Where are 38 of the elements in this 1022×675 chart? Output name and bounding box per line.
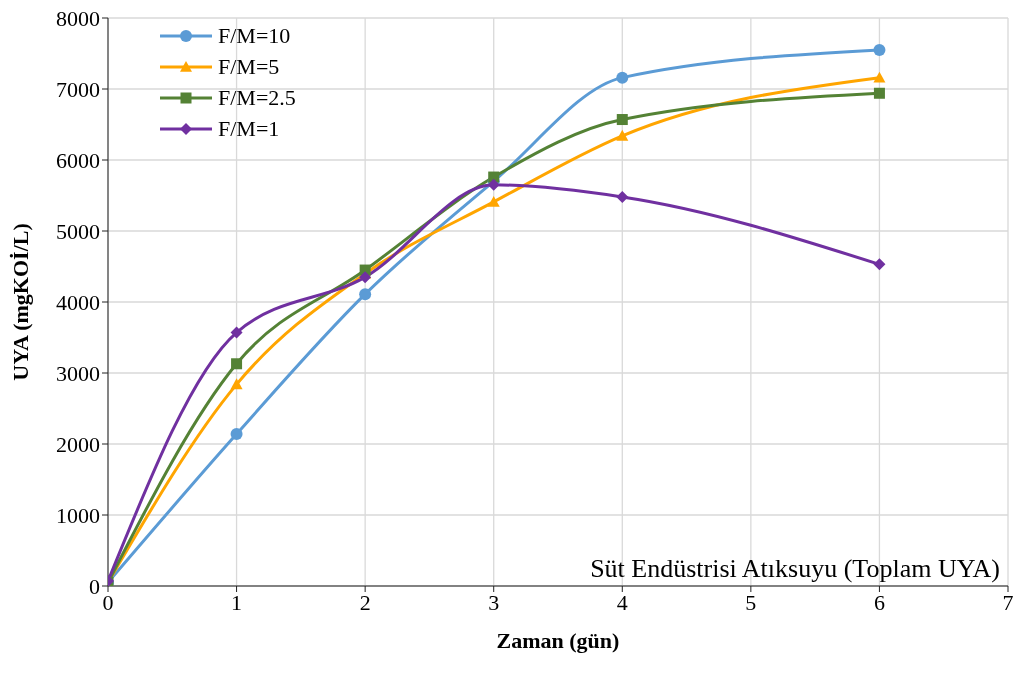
- y-tick-label: 7000: [56, 76, 100, 102]
- point: [616, 129, 629, 141]
- y-tick-label: 1000: [56, 502, 100, 528]
- point: [359, 288, 372, 301]
- y-tick-label: 2000: [56, 431, 100, 457]
- legend-label: F/M=10: [218, 22, 291, 49]
- y-tick-label: 6000: [56, 147, 100, 173]
- y-tick-label: 5000: [56, 218, 100, 244]
- y-tick-label: 8000: [56, 5, 100, 31]
- x-axis-title: Zaman (gün): [496, 628, 620, 653]
- annotation: Süt Endüstrisi Atıksuyu (Toplam UYA): [590, 554, 1000, 584]
- x-tick-label: 1: [231, 589, 243, 615]
- legend-label: F/M=5: [218, 53, 280, 80]
- x-tick-label: 7: [1002, 589, 1014, 615]
- x-tick-label: 2: [359, 589, 371, 615]
- point: [873, 87, 885, 99]
- y-axis-title: UYA (mgKOİ/L): [7, 223, 33, 381]
- point: [616, 114, 628, 126]
- point: [873, 71, 886, 83]
- point: [487, 195, 500, 207]
- x-tick-label: 3: [488, 589, 500, 615]
- y-tick-label: 4000: [56, 289, 100, 315]
- point: [873, 258, 886, 271]
- point: [230, 428, 243, 441]
- point: [359, 271, 372, 284]
- point: [231, 358, 243, 370]
- point: [230, 378, 243, 390]
- y-tick-label: 0: [89, 573, 100, 599]
- x-tick-label: 6: [873, 589, 885, 615]
- point: [230, 326, 243, 339]
- x-tick-label: 4: [616, 589, 628, 615]
- x-tick-label: 5: [745, 589, 757, 615]
- legend-label: F/M=1: [218, 115, 280, 142]
- legend-label: F/M=2.5: [218, 84, 296, 111]
- y-tick-label: 3000: [56, 360, 100, 386]
- point: [616, 190, 629, 203]
- point: [616, 71, 629, 84]
- point: [873, 43, 886, 56]
